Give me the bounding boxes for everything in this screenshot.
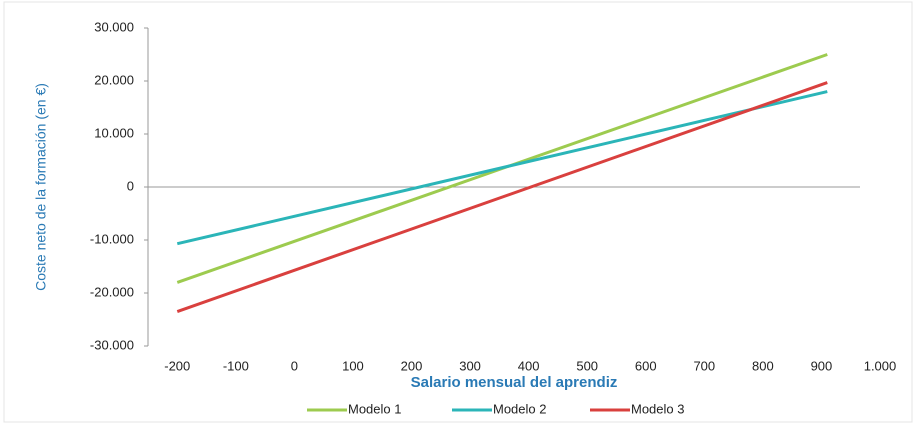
series-line: [176, 81, 828, 313]
x-tick-label: 400: [518, 358, 540, 373]
x-axis-label: Salario mensual del aprendiz: [411, 374, 618, 391]
x-tick-label: 600: [635, 358, 657, 373]
frame: [3, 1, 913, 423]
y-tick-label: -20.000: [90, 284, 134, 299]
x-tick-label: 800: [752, 358, 774, 373]
y-axis-label: Coste neto de la formación (en €): [33, 83, 49, 291]
legend-label: Modelo 2: [493, 401, 546, 416]
series-line: [176, 90, 828, 246]
x-tick-label: 300: [459, 358, 481, 373]
x-tick-label: 1.000: [864, 358, 897, 373]
x-tick-label: 700: [693, 358, 715, 373]
legend-label: Modelo 1: [348, 401, 401, 416]
y-tick-label: 0: [127, 178, 134, 193]
legend-label: Modelo 3: [631, 401, 684, 416]
y-tick-label: 20.000: [94, 72, 134, 87]
x-tick-label: 500: [576, 358, 598, 373]
y-tick-label: -30.000: [90, 337, 134, 352]
x-tick-label: 900: [811, 358, 833, 373]
x-tick-label: -200: [164, 358, 190, 373]
x-tick-label: 100: [342, 358, 364, 373]
x-tick-label: 200: [401, 358, 423, 373]
x-tick-label: 0: [291, 358, 298, 373]
y-tick-label: 10.000: [94, 125, 134, 140]
x-tick-label: -100: [223, 358, 249, 373]
y-tick-label: 30.000: [94, 19, 134, 34]
y-tick-label: -10.000: [90, 231, 134, 246]
